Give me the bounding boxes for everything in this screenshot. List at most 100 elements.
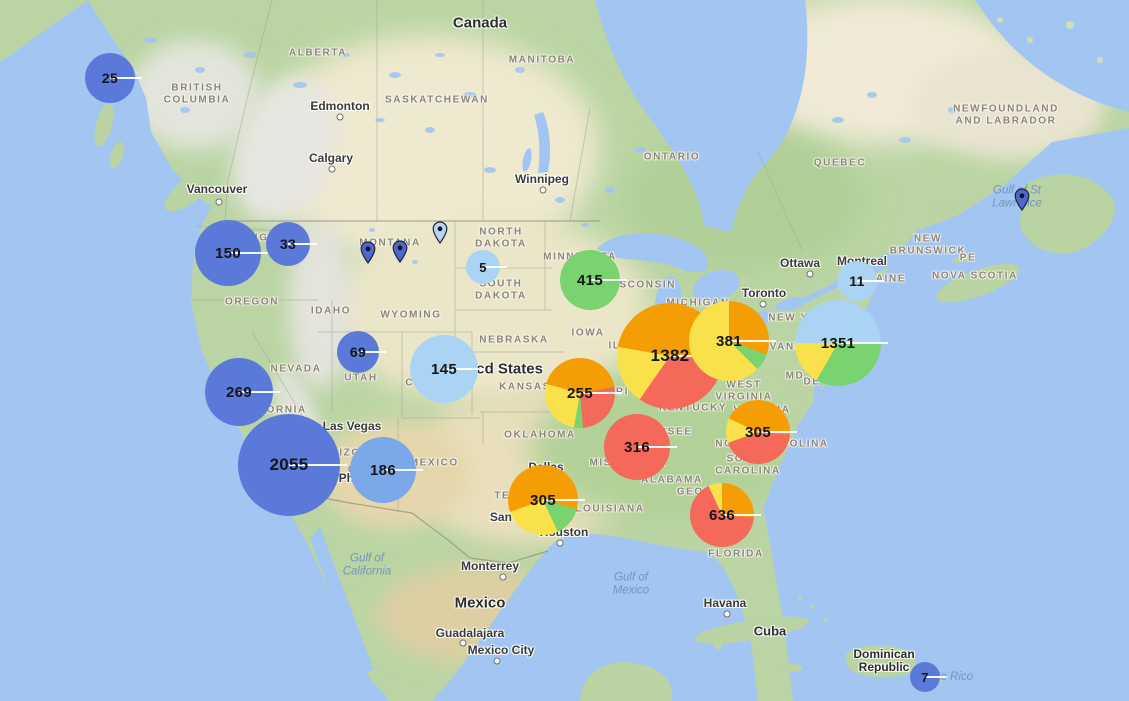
region-label-quebec: QUEBEC bbox=[813, 157, 867, 169]
region-label-pe: PE bbox=[959, 252, 977, 264]
pin-icon bbox=[1014, 188, 1030, 211]
country-label-dominican-republic-line: Republic bbox=[858, 660, 910, 674]
region-label-idaho: IDAHO bbox=[310, 305, 352, 317]
city-label-monterrey: Monterrey bbox=[460, 559, 520, 573]
region-label-md: MD bbox=[785, 370, 805, 382]
region-label-new-york: NEW YORK bbox=[768, 312, 834, 324]
city-label-guadalajara: Guadalajara bbox=[435, 626, 505, 640]
country-label-dominican-republic: Dominican Republic bbox=[853, 648, 914, 674]
cluster-marker-636[interactable]: 636 bbox=[690, 483, 761, 547]
lake-superior bbox=[597, 233, 708, 272]
cluster-marker-415[interactable]: 415 bbox=[560, 250, 627, 310]
city-label-vancouver: Vancouver bbox=[186, 182, 248, 196]
cluster-marker-381[interactable]: 381 bbox=[689, 301, 776, 381]
marker-leader-line bbox=[288, 243, 317, 245]
region-label-michigan: MICHIGAN bbox=[666, 297, 730, 309]
marker-leader-line bbox=[838, 342, 888, 344]
cluster-marker-11[interactable]: 11 bbox=[837, 261, 884, 301]
marker-count: 25 bbox=[101, 70, 119, 86]
cluster-marker-7[interactable]: 7 bbox=[910, 662, 947, 692]
water-label-gulf-of-california: Gulf of California bbox=[343, 553, 392, 578]
city-dot-vancouver bbox=[215, 198, 223, 206]
marker-leader-line bbox=[590, 279, 627, 281]
national-borders bbox=[225, 220, 600, 564]
region-label-alberta: ALBERTA bbox=[288, 47, 348, 59]
cluster-marker-69[interactable]: 69 bbox=[337, 331, 386, 373]
map-pin-dark[interactable] bbox=[1014, 188, 1030, 216]
country-label-dominican-republic-line: Dominican bbox=[853, 647, 915, 661]
marker-count: 150 bbox=[215, 244, 241, 262]
marker-leader-line bbox=[444, 368, 485, 370]
cluster-marker-269[interactable]: 269 bbox=[205, 358, 280, 426]
cluster-marker-186[interactable]: 186 bbox=[350, 437, 423, 503]
region-label-kentucky: KENTUCKY bbox=[658, 402, 728, 414]
city-dot-mexico-city bbox=[493, 657, 501, 665]
map-pin-dark[interactable] bbox=[392, 240, 408, 268]
region-label-oklahoma: OKLAHOMA bbox=[504, 429, 576, 441]
region-label-south-dakota-line: SOUTH bbox=[479, 278, 523, 290]
region-label-oregon: OREGON bbox=[224, 296, 280, 308]
city-label-havana: Havana bbox=[703, 596, 747, 610]
marker-leader-line bbox=[925, 676, 947, 678]
map-pin-dark[interactable] bbox=[360, 241, 376, 269]
marker-leader-line bbox=[543, 499, 585, 501]
lake-winnipeg bbox=[534, 112, 551, 173]
country-label-canada: Canada bbox=[452, 14, 508, 32]
marker-count: 255 bbox=[567, 384, 593, 402]
region-label-nova-scotia: NOVA SCOTIA bbox=[932, 270, 1018, 282]
marker-leader-line bbox=[758, 431, 797, 433]
water-label-gulf-of-california-line: California bbox=[342, 565, 392, 577]
cluster-marker-33[interactable]: 33 bbox=[266, 222, 317, 266]
region-label-new-brunswick: NEW BRUNSWICK bbox=[890, 234, 967, 257]
gulf-of-mexico bbox=[432, 534, 758, 701]
marker-count: 69 bbox=[349, 344, 367, 360]
region-label-arizona: ARIZONA bbox=[321, 447, 379, 459]
marker-count: 305 bbox=[530, 491, 556, 509]
arctic-water bbox=[975, 0, 1129, 112]
cluster-marker-255[interactable]: 255 bbox=[545, 358, 622, 428]
cluster-marker-5[interactable]: 5 bbox=[466, 250, 507, 284]
region-label-utah: UTAH bbox=[344, 372, 378, 384]
marker-leader-line bbox=[580, 392, 622, 394]
map-pin-light[interactable] bbox=[432, 221, 448, 249]
marker-count: 316 bbox=[624, 438, 650, 456]
cluster-marker-25[interactable]: 25 bbox=[85, 53, 142, 103]
region-label-iowa: IOWA bbox=[571, 327, 605, 339]
city-dot-guadalajara bbox=[459, 639, 467, 647]
city-dot-winnipeg bbox=[539, 186, 547, 194]
cluster-marker-316[interactable]: 316 bbox=[604, 414, 677, 480]
marker-count: 7 bbox=[921, 669, 929, 685]
region-label-newfoundland-and-labrador-line: NEWFOUNDLAND bbox=[953, 103, 1059, 115]
pin-icon bbox=[360, 241, 376, 264]
marker-leader-line bbox=[239, 391, 280, 393]
pacific-ocean bbox=[0, 0, 390, 701]
marker-count: 305 bbox=[745, 423, 771, 441]
water-label-gulf-of-california-line: Gulf of bbox=[350, 552, 384, 565]
cluster-marker-2055[interactable]: 2055 bbox=[238, 414, 347, 516]
marker-count: 186 bbox=[370, 461, 396, 479]
marker-count: 5 bbox=[479, 259, 487, 275]
region-label-south-carolina-line: CAROLINA bbox=[715, 465, 781, 476]
region-label-louisiana: LOUISIANA bbox=[575, 503, 645, 515]
region-label-west-virginia: WEST VIRGINIA bbox=[715, 380, 772, 403]
marker-count: 636 bbox=[709, 506, 735, 524]
region-label-north-dakota-line: DAKOTA bbox=[475, 238, 527, 249]
region-label-nevada: NEVADA bbox=[270, 363, 322, 375]
hispaniola bbox=[845, 645, 916, 678]
cluster-marker-305[interactable]: 305 bbox=[508, 465, 585, 535]
marker-leader-line bbox=[483, 266, 507, 268]
region-label-kansas: KANSAS bbox=[499, 381, 551, 393]
city-label-toronto: Toronto bbox=[741, 286, 787, 300]
region-label-maine: MAINE bbox=[865, 273, 907, 285]
cluster-marker-1351[interactable]: 1351 bbox=[795, 300, 888, 386]
cuba-island bbox=[694, 616, 810, 644]
marker-count: 145 bbox=[431, 360, 457, 378]
region-label-north-dakota-line: NORTH bbox=[479, 226, 523, 238]
region-label-west-virginia-line: WEST bbox=[726, 379, 762, 391]
cluster-marker-305[interactable]: 305 bbox=[726, 400, 797, 464]
cluster-marker-150[interactable]: 150 bbox=[195, 220, 268, 286]
cluster-marker-145[interactable]: 145 bbox=[410, 335, 485, 403]
